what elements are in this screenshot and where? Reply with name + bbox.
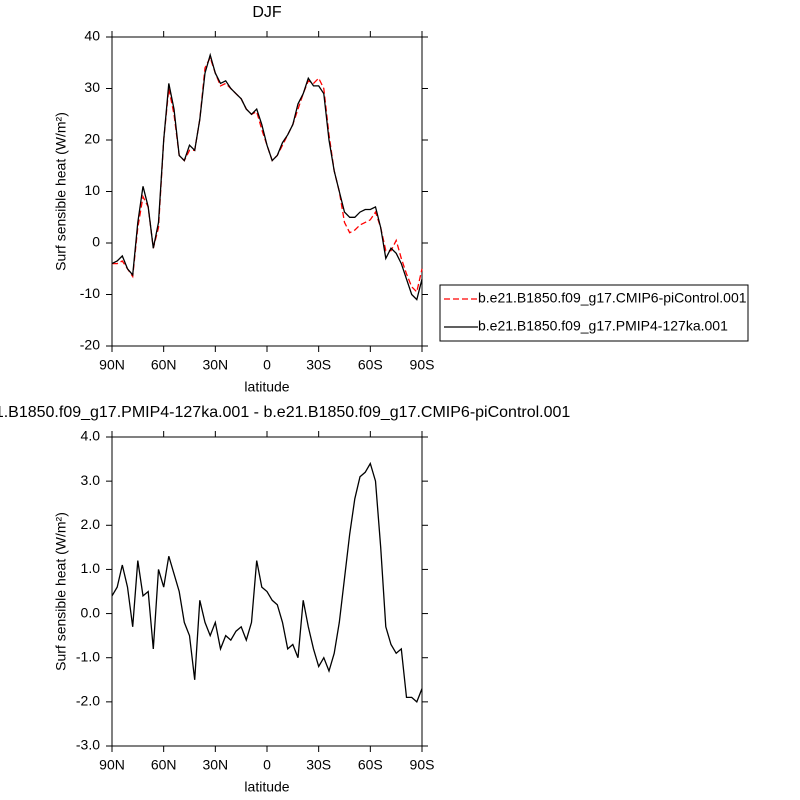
y-tick-label: -1.0 xyxy=(76,648,100,664)
x-tick-label: 90S xyxy=(410,757,435,773)
plot-frame xyxy=(111,36,423,347)
x-tick-label: 60N xyxy=(151,357,177,373)
plot-title: b.e21.B1850.f09_g17.PMIP4-127ka.001 - b.… xyxy=(0,404,570,421)
data-line xyxy=(112,55,423,294)
x-tick-label: 0 xyxy=(263,357,271,373)
y-tick-label: 0.0 xyxy=(81,604,101,620)
legend-label: b.e21.B1850.f09_g17.CMIP6-piControl.001 xyxy=(478,290,747,306)
x-axis-label: latitude xyxy=(244,779,289,795)
x-tick-label: 0 xyxy=(263,757,271,773)
y-tick-label: 1.0 xyxy=(81,560,101,576)
y-tick-label: 20 xyxy=(84,131,100,147)
y-tick-label: 2.0 xyxy=(81,516,101,532)
y-tick-label: 0 xyxy=(92,234,100,250)
x-tick-label: 60S xyxy=(358,757,383,773)
y-tick-label: 30 xyxy=(84,79,100,95)
x-tick-label: 30N xyxy=(202,757,228,773)
y-axis-label: Surf sensible heat (W/m²) xyxy=(53,512,69,671)
y-tick-label: -20 xyxy=(80,337,100,353)
y-tick-label: 40 xyxy=(84,28,100,44)
x-tick-label: 30S xyxy=(306,757,331,773)
legend-box xyxy=(439,284,749,342)
y-tick-label: -3.0 xyxy=(76,737,100,753)
x-tick-label: 90N xyxy=(99,357,125,373)
y-tick-label: 4.0 xyxy=(81,428,101,444)
legend-label: b.e21.B1850.f09_g17.PMIP4-127ka.001 xyxy=(478,318,728,334)
x-tick-label: 60S xyxy=(358,357,383,373)
y-tick-label: -10 xyxy=(80,285,100,301)
y-tick-label: 3.0 xyxy=(81,472,101,488)
x-tick-label: 90S xyxy=(410,357,435,373)
plot-title: DJF xyxy=(252,4,282,21)
data-line xyxy=(111,461,423,704)
y-tick-label: -2.0 xyxy=(76,693,100,709)
x-tick-label: 30N xyxy=(202,357,228,373)
x-tick-label: 90N xyxy=(99,757,125,773)
x-tick-label: 30S xyxy=(306,357,331,373)
x-tick-label: 60N xyxy=(151,757,177,773)
data-line xyxy=(111,52,423,301)
x-axis-label: latitude xyxy=(244,379,289,395)
y-tick-label: 10 xyxy=(84,182,100,198)
y-axis-label: Surf sensible heat (W/m²) xyxy=(53,112,69,271)
